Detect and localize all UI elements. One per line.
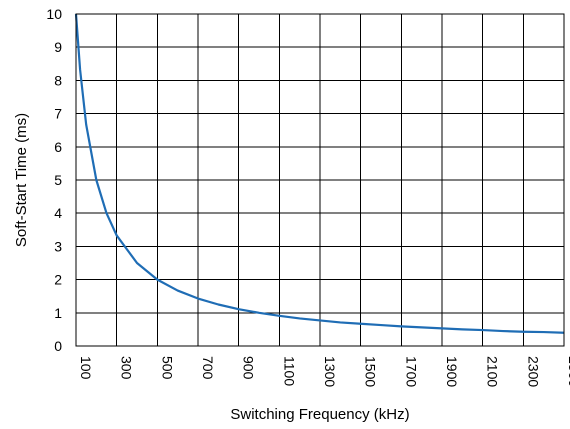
x-tick-label: 2500 — [566, 356, 570, 387]
x-tick-label: 300 — [119, 356, 135, 380]
x-tick-label: 500 — [159, 356, 175, 380]
y-axis-title: Soft-Start Time (ms) — [13, 113, 30, 247]
y-tick-label: 3 — [54, 238, 62, 254]
y-tick-label: 4 — [54, 205, 62, 221]
y-tick-label: 8 — [54, 72, 62, 88]
y-tick-label: 7 — [54, 106, 62, 122]
soft-start-time-curve — [74, 13, 565, 334]
x-axis-title: Switching Frequency (kHz) — [230, 406, 409, 423]
y-tick-label: 6 — [54, 139, 62, 155]
y-tick-label: 10 — [46, 6, 62, 22]
x-tick-label: 2300 — [525, 356, 541, 387]
x-tick-label: 1100 — [281, 356, 297, 386]
x-tick-label: 1700 — [403, 356, 419, 387]
x-tick-label: 900 — [241, 356, 257, 380]
x-tick-label: 700 — [200, 356, 216, 380]
x-tick-label: 1300 — [322, 356, 338, 387]
y-tick-label: 2 — [54, 272, 62, 288]
y-tick-label: 9 — [54, 39, 62, 55]
x-tick-label: 1500 — [363, 356, 379, 387]
y-tick-label: 0 — [54, 338, 62, 354]
x-tick-label: 2100 — [485, 356, 501, 387]
plot-frame — [75, 13, 565, 347]
x-tick-label: 100 — [78, 356, 94, 380]
x-tick-label: 1900 — [444, 356, 460, 387]
y-tick-labels: 0 1 2 3 4 5 6 7 8 9 10 — [46, 6, 62, 354]
y-tick-label: 5 — [54, 172, 62, 188]
grid — [75, 13, 565, 347]
x-tick-labels: 100 300 500 700 900 1100 1300 1500 1700 1900 2100 2… — [78, 356, 570, 387]
y-tick-label: 1 — [54, 305, 62, 321]
